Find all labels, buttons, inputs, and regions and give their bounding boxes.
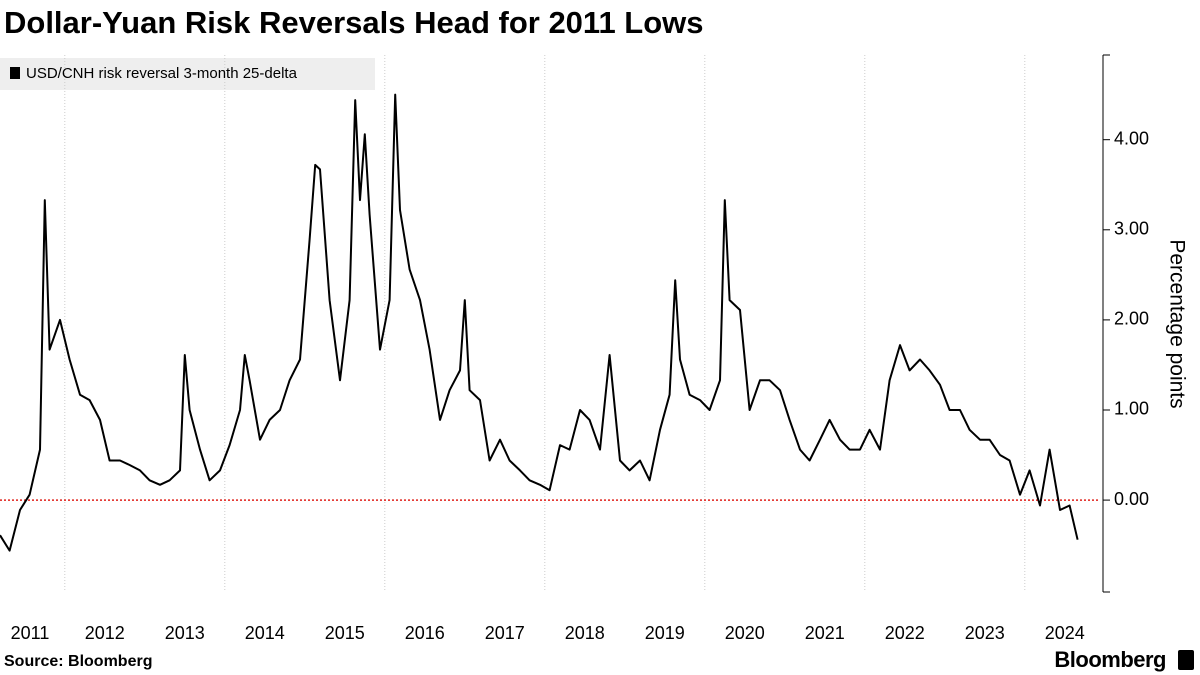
chart-title: Dollar-Yuan Risk Reversals Head for 2011…	[4, 5, 704, 40]
y-tick-label: 4.00	[1114, 128, 1149, 148]
x-tick-label: 2024	[1045, 623, 1085, 643]
x-tick-label: 2019	[645, 623, 685, 643]
y-tick-label: 1.00	[1114, 399, 1149, 419]
x-tick-label: 2022	[885, 623, 925, 643]
x-tick-label: 2013	[165, 623, 205, 643]
x-tick-label: 2016	[405, 623, 445, 643]
x-tick-label: 2023	[965, 623, 1005, 643]
y-tick-label: 2.00	[1114, 309, 1149, 329]
brand-icon	[1178, 650, 1194, 670]
brand: Bloomberg	[1054, 647, 1166, 672]
x-tick-label: 2018	[565, 623, 605, 643]
x-tick-label: 2021	[805, 623, 845, 643]
y-axis-label: Percentage points	[1165, 239, 1188, 408]
legend-label: USD/CNH risk reversal 3-month 25-delta	[26, 65, 298, 82]
x-tick-label: 2012	[85, 623, 125, 643]
x-tick-label: 2020	[725, 623, 765, 643]
y-tick-label: 0.00	[1114, 489, 1149, 509]
x-tick-label: 2015	[325, 623, 365, 643]
x-tick-label: 2014	[245, 623, 285, 643]
x-tick-label: 2017	[485, 623, 525, 643]
legend-swatch	[10, 67, 20, 79]
line-series	[0, 93, 1079, 552]
x-tick-label: 2011	[11, 623, 50, 643]
y-tick-label: 3.00	[1114, 219, 1149, 239]
legend-box	[0, 58, 375, 90]
source: Source: Bloomberg	[4, 653, 152, 670]
